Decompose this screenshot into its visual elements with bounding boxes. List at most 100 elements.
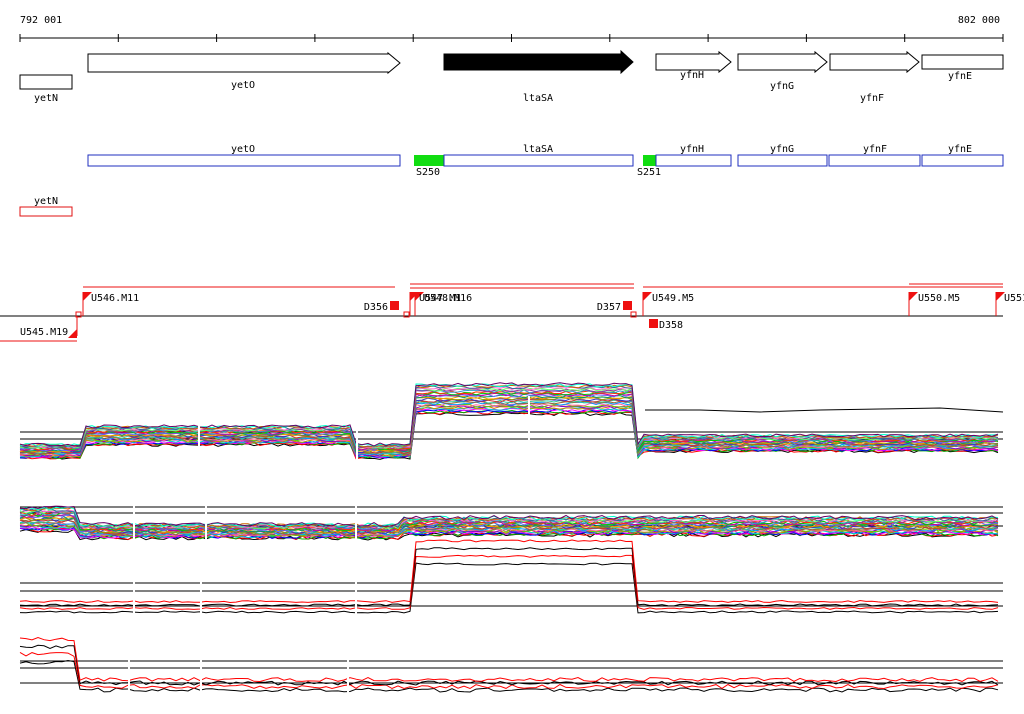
profile-series-line [19, 505, 999, 527]
profile-series-line [19, 511, 999, 531]
profile-series-line [19, 636, 999, 683]
downshift-d358-label: D358 [659, 320, 683, 331]
green-segment-s250[interactable] [414, 155, 444, 166]
cds-yetO-box[interactable] [87, 154, 401, 167]
gene-yfnH-label: yfnH [680, 70, 704, 81]
profile-gap [200, 548, 202, 632]
profile-gap [355, 548, 357, 632]
tu-flag-u548[interactable] [415, 292, 424, 301]
profile-series-line [19, 526, 999, 539]
downshift-d357-marker[interactable] [623, 301, 632, 310]
profile-series-line [19, 396, 999, 454]
tu-label-u545: U545.M19 [20, 327, 68, 338]
tu-label-u551: U551 [1004, 293, 1024, 304]
gene-yetO-arrow[interactable] [87, 51, 401, 75]
coord-start-label: 792 001 [20, 15, 62, 26]
cds-yfnE-label: yfnE [948, 144, 972, 155]
profile-series-line [19, 508, 999, 529]
downshift-d358-marker[interactable] [649, 319, 658, 328]
cds-ltaSA-box[interactable] [443, 154, 634, 167]
profile-gap [200, 636, 202, 710]
gene-yfnE-box[interactable] [921, 54, 1004, 70]
cds-ltaSA-label: ltaSA [523, 144, 553, 155]
profile-gap [356, 396, 358, 478]
profile-series-line [645, 407, 1004, 413]
gene-ltaSA-arrow[interactable] [443, 49, 634, 75]
profile-series-line [19, 391, 999, 452]
gene-yfnF-arrow[interactable] [829, 50, 920, 74]
profile-series-line [19, 562, 999, 614]
gene-ltaSA-label: ltaSA [523, 93, 553, 104]
tu-flag-u550[interactable] [909, 292, 918, 301]
profile-track-1 [19, 382, 1004, 478]
profile-series-line [19, 382, 999, 447]
gene-yfnG-label: yfnG [770, 81, 794, 92]
downshift-d357-label: D357 [597, 302, 621, 313]
cds-yfnF-label: yfnF [863, 144, 887, 155]
tu-terminator-3 [630, 311, 637, 318]
tu-flag-u545[interactable] [68, 329, 77, 338]
gene-annotation-track: yetN yetO ltaSA yfnH yfnG yfnF yfnE [19, 49, 1004, 104]
profile-gap [528, 396, 530, 478]
gene-yfnE-label: yfnE [948, 71, 972, 82]
profile-gap [198, 396, 200, 478]
tu-label-u547: U547.M1 [419, 293, 461, 304]
profile-series-line [19, 539, 999, 604]
profile-track-2 [19, 492, 1003, 558]
green-segment-s251[interactable] [643, 155, 656, 166]
tu-label-u546: U546.M11 [91, 293, 139, 304]
transcription-unit-track: U546.M11 U547.M1 U548.M16 U549.M5 U550.M… [0, 283, 1024, 342]
cds-yfnH-box[interactable] [655, 154, 732, 167]
profile-series-line [19, 644, 999, 686]
cds-yetN-label: yetN [34, 196, 58, 207]
green-segment-s251-label: S251 [637, 167, 661, 178]
profile-series-line [19, 392, 999, 452]
tu-terminator-2 [403, 311, 410, 318]
profile-series-line [19, 398, 999, 454]
coordinate-ruler [19, 34, 1004, 42]
cds-yfnE-box[interactable] [921, 154, 1004, 167]
tu-flag-u549[interactable] [643, 292, 652, 301]
downshift-d356-label: D356 [364, 302, 388, 313]
tu-label-u549: U549.M5 [652, 293, 694, 304]
downshift-d356-marker[interactable] [390, 301, 399, 310]
profile-gap [133, 548, 135, 632]
profile-gap [205, 492, 207, 558]
profile-series-line [19, 519, 999, 535]
gene-yfnF-label: yfnF [860, 93, 884, 104]
cds-yfnG-box[interactable] [737, 154, 828, 167]
cds-yetN-box[interactable] [19, 206, 73, 217]
gene-yfnH-arrow[interactable] [655, 50, 732, 74]
profile-track-4 [19, 636, 1003, 710]
profile-gap [355, 492, 357, 558]
expression-profiles [19, 382, 1004, 710]
profile-series-line [19, 383, 999, 447]
tu-terminator-1 [75, 311, 82, 318]
profile-series-line [19, 547, 999, 607]
tu-label-u550: U550.M5 [918, 293, 960, 304]
coord-end-label: 802 000 [958, 15, 1000, 26]
profile-series-line [19, 659, 999, 693]
cds-yfnF-box[interactable] [828, 154, 921, 167]
cds-yfnG-label: yfnG [770, 144, 794, 155]
profile-track-3 [19, 539, 1003, 632]
gene-yetN-box[interactable] [19, 74, 73, 90]
cds-track: yetO S250 ltaSA S251 yfnH yfnG yfnF yfnE… [19, 144, 1004, 217]
tu-flag-u551[interactable] [996, 292, 1005, 301]
cds-yetO-label: yetO [231, 144, 255, 155]
profile-gap [133, 492, 135, 558]
profile-gap [347, 636, 349, 710]
tu-flag-u546[interactable] [83, 292, 92, 301]
profile-series-line [19, 399, 999, 455]
gene-yetO-label: yetO [231, 80, 255, 91]
cds-yfnH-label: yfnH [680, 144, 704, 155]
tu-label-u548: U548.M16 [424, 293, 472, 304]
gene-yetN-label: yetN [34, 93, 58, 104]
green-segment-s250-label: S250 [416, 167, 440, 178]
gene-yfnG-arrow[interactable] [737, 50, 828, 74]
profile-series-line [19, 554, 999, 610]
profile-series-line [19, 651, 999, 690]
profile-gap [128, 636, 130, 710]
